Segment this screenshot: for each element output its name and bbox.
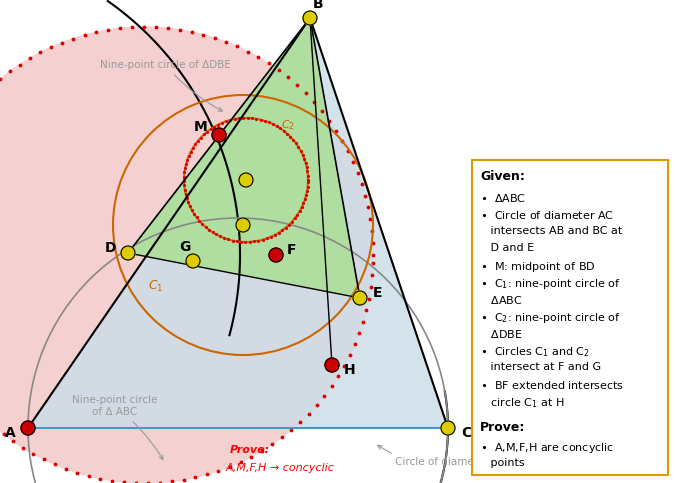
Text: E: E bbox=[373, 286, 383, 300]
Polygon shape bbox=[28, 18, 448, 428]
Text: F: F bbox=[287, 243, 297, 257]
Text: $\Delta$ABC: $\Delta$ABC bbox=[480, 294, 523, 306]
Text: $\bullet$  $\Delta$ABC: $\bullet$ $\Delta$ABC bbox=[480, 192, 526, 204]
Text: Nine-point circle of ΔDBE: Nine-point circle of ΔDBE bbox=[100, 60, 231, 111]
Circle shape bbox=[212, 128, 226, 142]
Circle shape bbox=[353, 291, 367, 305]
Text: $C_1$: $C_1$ bbox=[148, 279, 164, 294]
Circle shape bbox=[0, 27, 373, 483]
Text: Given:: Given: bbox=[480, 170, 525, 183]
Polygon shape bbox=[128, 18, 360, 298]
Text: Circle of diameter AC: Circle of diameter AC bbox=[378, 445, 506, 467]
Text: M: M bbox=[194, 120, 208, 134]
Text: Prove:: Prove: bbox=[480, 421, 525, 434]
Circle shape bbox=[121, 246, 135, 260]
Text: circle C$_1$ at H: circle C$_1$ at H bbox=[480, 396, 564, 410]
Text: $\bullet$  C$_2$: nine-point circle of: $\bullet$ C$_2$: nine-point circle of bbox=[480, 311, 621, 325]
Circle shape bbox=[21, 421, 35, 435]
Circle shape bbox=[239, 173, 253, 187]
Circle shape bbox=[441, 421, 455, 435]
Text: $\bullet$  A,M,F,H are concyclic: $\bullet$ A,M,F,H are concyclic bbox=[480, 441, 614, 455]
Circle shape bbox=[269, 248, 283, 262]
Text: $\Delta$DBE: $\Delta$DBE bbox=[480, 328, 523, 340]
Text: D and E: D and E bbox=[480, 243, 534, 253]
Bar bbox=[472, 160, 668, 475]
Text: A,M,F,H → concyclic: A,M,F,H → concyclic bbox=[226, 463, 335, 473]
Text: intersects AB and BC at: intersects AB and BC at bbox=[480, 226, 622, 236]
Text: $\bullet$  C$_1$: nine-point circle of: $\bullet$ C$_1$: nine-point circle of bbox=[480, 277, 621, 291]
Text: G: G bbox=[179, 240, 191, 254]
Text: $\bullet$  Circle of diameter AC: $\bullet$ Circle of diameter AC bbox=[480, 209, 614, 221]
Circle shape bbox=[236, 218, 250, 232]
Text: points: points bbox=[480, 458, 525, 468]
Text: H: H bbox=[344, 363, 356, 377]
Text: B: B bbox=[313, 0, 323, 11]
Text: C: C bbox=[461, 426, 471, 440]
Text: $C_2$: $C_2$ bbox=[281, 118, 295, 132]
Text: Prove:: Prove: bbox=[230, 445, 270, 455]
Text: $\bullet$  Circles C$_1$ and C$_2$: $\bullet$ Circles C$_1$ and C$_2$ bbox=[480, 345, 590, 359]
Text: intersect at F and G: intersect at F and G bbox=[480, 362, 601, 372]
Text: A: A bbox=[5, 426, 16, 440]
Text: Nine-point circle
of Δ ABC: Nine-point circle of Δ ABC bbox=[72, 396, 163, 459]
Circle shape bbox=[186, 254, 200, 268]
Circle shape bbox=[303, 11, 317, 25]
Circle shape bbox=[325, 358, 339, 372]
Text: D: D bbox=[104, 241, 116, 255]
Text: $\bullet$  BF extended intersects: $\bullet$ BF extended intersects bbox=[480, 379, 624, 391]
Text: $\bullet$  M: midpoint of BD: $\bullet$ M: midpoint of BD bbox=[480, 260, 596, 274]
